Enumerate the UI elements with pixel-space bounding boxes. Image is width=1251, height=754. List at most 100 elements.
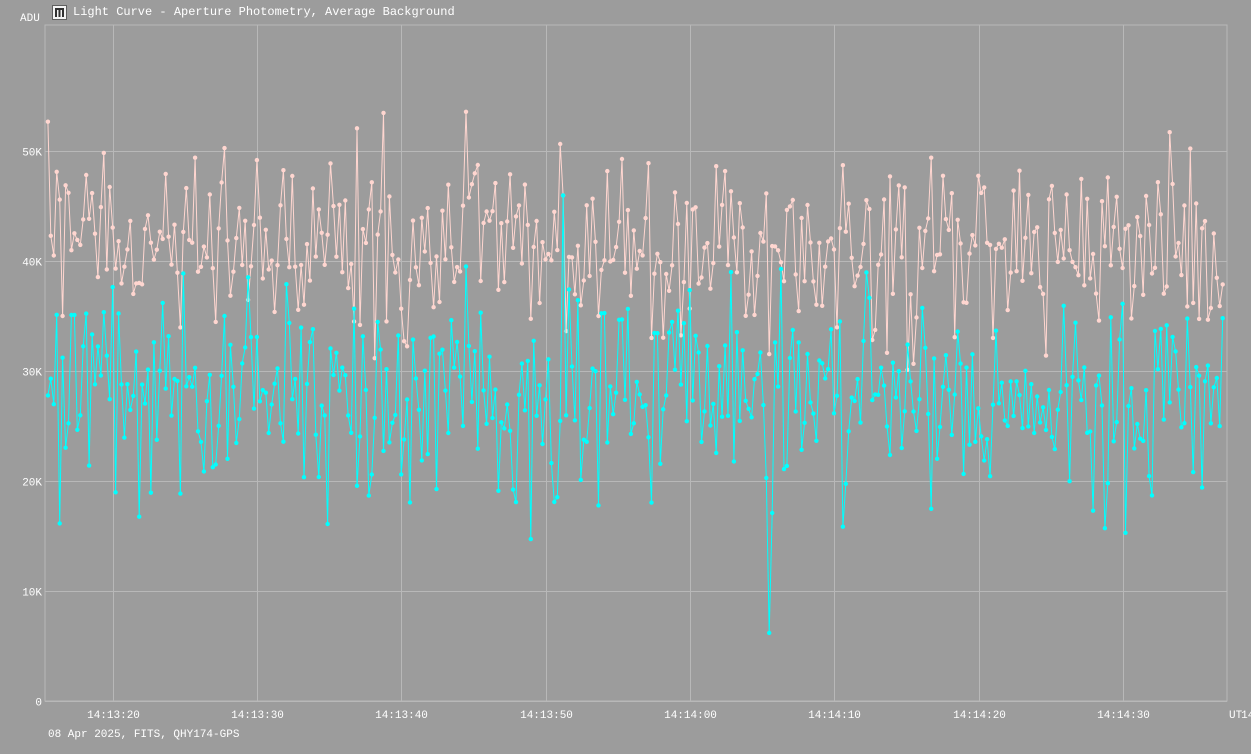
data-point (1188, 384, 1193, 390)
data-point (911, 361, 916, 366)
data-point (746, 292, 751, 297)
data-point (964, 300, 969, 305)
data-point (396, 257, 401, 262)
data-point (369, 180, 374, 185)
data-point (290, 397, 295, 402)
data-point (128, 218, 133, 224)
data-point (846, 429, 851, 434)
data-point (1158, 212, 1164, 217)
data-point (705, 240, 710, 246)
data-point (1211, 385, 1217, 390)
data-point (549, 460, 554, 466)
data-point (349, 430, 354, 435)
data-point (725, 413, 731, 418)
data-point (758, 230, 763, 236)
data-point (778, 266, 784, 272)
data-point (743, 313, 748, 318)
data-point (543, 257, 548, 262)
data-point (1088, 276, 1093, 281)
data-point (343, 198, 348, 203)
data-point (1123, 226, 1128, 231)
data-point (1182, 421, 1187, 426)
data-point (319, 230, 324, 235)
data-point (1029, 271, 1034, 276)
data-point (717, 364, 722, 369)
data-point (413, 376, 419, 381)
data-point (381, 110, 386, 116)
y-tick-label: 40K (22, 258, 42, 270)
data-point (890, 291, 896, 296)
data-point (1008, 270, 1013, 275)
data-point (1176, 240, 1181, 246)
data-point (387, 440, 392, 445)
data-point (363, 387, 369, 393)
data-point (1090, 508, 1096, 513)
data-point (481, 220, 486, 226)
y-tick-label: 50K (22, 148, 42, 160)
data-point (519, 261, 525, 266)
data-point (711, 401, 716, 407)
data-point (1194, 364, 1199, 370)
data-point (254, 157, 260, 163)
data-point (410, 337, 416, 342)
data-point (175, 270, 180, 275)
data-point (634, 379, 639, 385)
x-tick-label: 14:13:50 (520, 710, 573, 722)
x-tick-label: 14:14:10 (808, 710, 861, 722)
data-point (855, 273, 860, 278)
data-point (711, 260, 716, 266)
data-point (522, 182, 528, 187)
data-point (84, 172, 89, 178)
data-point (346, 413, 351, 418)
data-point (298, 325, 304, 330)
data-point (310, 186, 316, 191)
data-point (142, 226, 148, 232)
data-point (996, 241, 1002, 246)
data-point (393, 270, 398, 275)
data-point (363, 240, 369, 246)
data-point (834, 325, 840, 330)
data-point (537, 300, 542, 306)
data-point (287, 265, 292, 270)
series (45, 109, 1225, 636)
data-point (967, 442, 972, 447)
data-point (1043, 427, 1049, 433)
data-point (684, 419, 689, 424)
data-point (1149, 271, 1155, 276)
data-point (419, 458, 424, 463)
data-point (51, 253, 56, 258)
data-point (1108, 315, 1114, 320)
data-point (817, 358, 822, 363)
data-point (543, 397, 548, 402)
data-point (849, 395, 854, 400)
data-point (116, 311, 121, 316)
data-point (148, 490, 154, 495)
data-point (920, 305, 925, 311)
footer-caption: 08 Apr 2025, FITS, QHY174-GPS (48, 729, 240, 741)
data-point (808, 240, 813, 245)
data-point (864, 198, 869, 203)
data-point (1046, 387, 1052, 393)
x-tick-label: 14:14:40 (1241, 710, 1251, 722)
data-point (1167, 130, 1172, 135)
data-point (649, 335, 654, 341)
data-point (752, 377, 757, 382)
data-point (722, 168, 728, 174)
data-point (531, 244, 536, 250)
data-point (1135, 421, 1140, 427)
data-point (260, 276, 265, 281)
data-point (749, 415, 754, 420)
data-point (1185, 316, 1190, 321)
data-point (222, 313, 227, 319)
data-point (1046, 197, 1052, 202)
data-point (572, 292, 578, 297)
data-point (92, 231, 98, 236)
data-point (1099, 199, 1105, 204)
data-point (613, 390, 619, 395)
data-point (805, 351, 810, 357)
data-point (734, 270, 740, 275)
data-point (1076, 273, 1081, 278)
data-point (1070, 374, 1075, 379)
data-point (796, 308, 801, 314)
data-point (611, 412, 616, 417)
